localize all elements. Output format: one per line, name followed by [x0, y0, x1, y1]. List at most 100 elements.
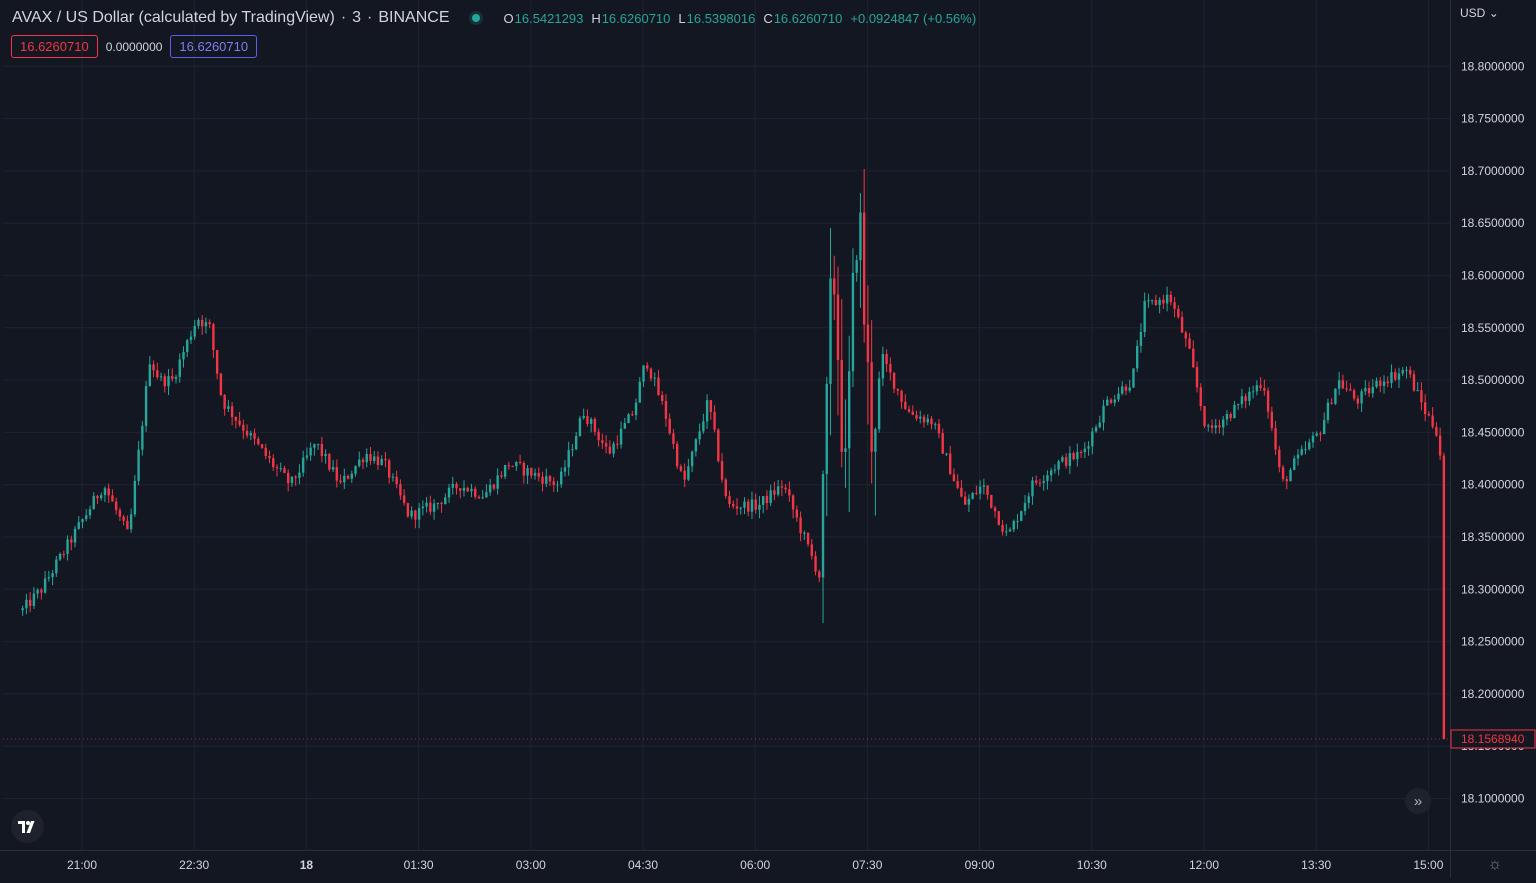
- candle-body: [1124, 386, 1128, 391]
- currency-label[interactable]: USD: [1460, 6, 1486, 20]
- candle-body: [526, 468, 529, 476]
- candle-body: [1012, 520, 1015, 530]
- candle-body: [866, 324, 870, 363]
- candle-body: [1064, 457, 1068, 466]
- time-axis[interactable]: 21:00 22:30 18 01:30 03:00 04:30 06:00 07:30 09:…: [67, 858, 1444, 872]
- candle-body: [915, 414, 918, 419]
- close-key: C: [763, 10, 773, 26]
- candle-body: [283, 468, 286, 473]
- candle-body: [1319, 433, 1322, 435]
- candle-body: [219, 373, 223, 396]
- candle-body: [978, 486, 982, 494]
- double-chevron-right-icon[interactable]: »: [1405, 788, 1431, 814]
- candle-body: [186, 340, 189, 353]
- currency-dropdown[interactable]: USD ⌄: [1460, 6, 1499, 20]
- candle-body: [77, 522, 80, 529]
- buy-sell-indicator[interactable]: 16.6260710 0.0000000 16.6260710: [11, 35, 258, 58]
- candle-body: [290, 476, 294, 484]
- candle-body: [1233, 404, 1236, 419]
- candle-body: [776, 486, 780, 495]
- candle-body: [687, 466, 690, 480]
- time-tick-label: 09:00: [965, 858, 995, 872]
- buy-button[interactable]: 16.6260710: [170, 35, 258, 58]
- candle-body: [25, 599, 28, 609]
- candle-body: [163, 376, 166, 387]
- candle-body: [406, 503, 410, 517]
- candle-body: [447, 487, 451, 498]
- candle-body: [825, 383, 828, 475]
- symbol-title[interactable]: AVAX / US Dollar (calculated by TradingV…: [12, 9, 335, 26]
- candle-body: [358, 459, 361, 466]
- candle-body: [788, 489, 791, 496]
- legend-separator: ·: [340, 9, 347, 26]
- candle-body: [997, 511, 1001, 525]
- candle-body: [1008, 529, 1012, 532]
- candle-body: [1094, 427, 1098, 432]
- candle-body: [638, 381, 641, 403]
- candle-body: [380, 458, 383, 466]
- time-tick-label: 22:30: [179, 858, 209, 872]
- last-price-label: 18.1568940: [1461, 732, 1525, 746]
- candle-body: [1222, 419, 1225, 428]
- candle-body: [320, 443, 324, 456]
- candle-body: [313, 444, 316, 448]
- candle-body: [223, 395, 226, 409]
- candle-body: [339, 480, 342, 483]
- candle-body: [1364, 388, 1367, 392]
- candle-body: [720, 460, 724, 480]
- candle-body: [642, 365, 645, 382]
- candle-series[interactable]: [21, 169, 1446, 740]
- candle-body: [1162, 299, 1165, 304]
- candle-body: [862, 212, 866, 325]
- candle-body: [634, 402, 638, 416]
- candle-body: [690, 451, 694, 467]
- market-status-icon[interactable]: [471, 14, 480, 22]
- candle-body: [174, 376, 178, 379]
- candle-body: [376, 456, 380, 466]
- candle-body: [268, 456, 271, 459]
- candle-body: [907, 409, 911, 412]
- candle-body: [821, 474, 825, 578]
- interval-label[interactable]: 3: [352, 9, 362, 26]
- candle-body: [1046, 475, 1049, 481]
- candle-body: [1427, 414, 1431, 416]
- sell-button[interactable]: 16.6260710: [11, 35, 98, 58]
- candle-body: [548, 476, 552, 482]
- candle-body: [481, 497, 484, 499]
- candle-body: [1072, 453, 1075, 460]
- candle-body: [100, 495, 103, 499]
- candle-body: [1274, 428, 1277, 450]
- candle-body: [260, 444, 264, 448]
- candle-body: [182, 352, 185, 360]
- close-value: 16.6260710: [773, 10, 843, 26]
- candle-body: [518, 461, 522, 464]
- candle-body: [391, 476, 395, 478]
- candle-body: [780, 486, 784, 488]
- candle-body: [1326, 402, 1330, 420]
- gear-icon[interactable]: ☼: [1487, 856, 1503, 873]
- price-tick-label: 18.2500000: [1461, 635, 1525, 649]
- candle-body: [1435, 426, 1438, 436]
- price-axis[interactable]: 18.100000018.150000018.200000018.2500000…: [1461, 59, 1525, 805]
- candle-body: [960, 487, 963, 497]
- candle-body: [1154, 300, 1158, 306]
- tradingview-logo-icon[interactable]: [11, 810, 44, 843]
- symbol-legend[interactable]: AVAX / US Dollar (calculated by TradingV…: [12, 6, 976, 30]
- legend-separator: ·: [367, 9, 373, 26]
- candle-body: [810, 544, 814, 556]
- candle-body: [253, 433, 256, 439]
- candle-body: [765, 496, 769, 504]
- candle-body: [619, 428, 623, 445]
- candle-body: [694, 439, 698, 452]
- candle-body: [118, 510, 122, 517]
- candle-body: [1322, 419, 1326, 435]
- candle-body: [492, 484, 496, 489]
- candle-body: [369, 454, 372, 461]
- candle-body: [668, 418, 671, 434]
- candle-body: [758, 504, 761, 510]
- candle-body: [530, 468, 533, 476]
- candle-body: [1180, 317, 1184, 333]
- candle-body: [1049, 470, 1053, 476]
